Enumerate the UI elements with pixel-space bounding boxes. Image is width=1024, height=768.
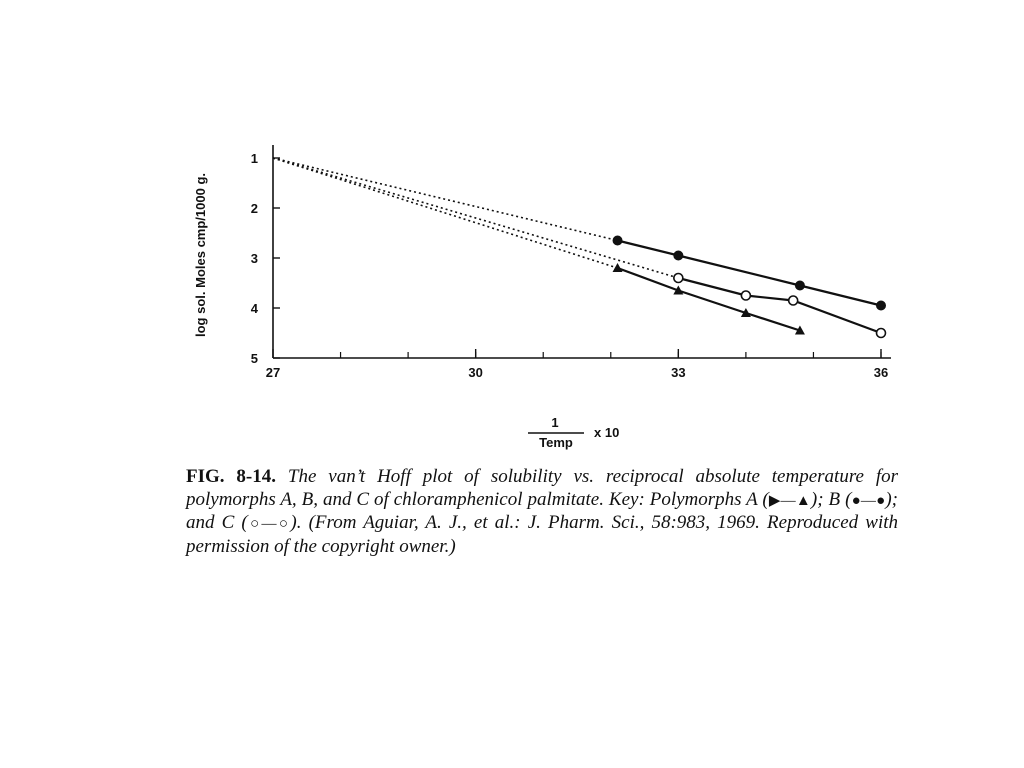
y-tick-label: 1 xyxy=(251,151,258,166)
caption-label: FIG. 8-14. xyxy=(186,466,276,487)
x-axis-label-multiplier: x 10 xyxy=(594,425,619,440)
key-polymorph-b-icon: ●—● xyxy=(851,492,886,509)
data-point-triangle xyxy=(673,285,684,295)
data-point-open-circle xyxy=(673,272,684,284)
key-polymorph-c-icon: ○—○ xyxy=(247,516,291,532)
y-tick-label: 4 xyxy=(251,301,259,316)
caption-text-4: ). (From Aguiar, A. J., et al.: J. Pharm… xyxy=(186,512,898,557)
series-lines xyxy=(272,157,882,335)
series-line xyxy=(617,239,882,307)
x-tick-label: 36 xyxy=(874,365,888,380)
axes xyxy=(272,145,891,359)
data-point-triangle xyxy=(612,263,623,272)
x-axis-label-denominator: Temp xyxy=(539,435,573,450)
x-axis-label-numerator: 1 xyxy=(551,415,558,430)
y-axis-label: log sol. Moles cmp/1000 g. xyxy=(193,173,208,337)
extrapolation-line xyxy=(272,157,618,269)
key-polymorph-a-icon: ▶—▲ xyxy=(768,492,811,509)
data-point-open-circle xyxy=(875,327,887,339)
caption-text-2: ); B ( xyxy=(810,488,852,510)
series-line xyxy=(617,266,801,332)
caption-text-3: ); and C ( xyxy=(186,488,898,534)
data-point-filled-circle xyxy=(673,250,684,261)
series-line xyxy=(678,276,882,335)
ticks: 1 2 3 4 5 27 30 33 36 xyxy=(251,151,888,380)
x-axis-label: 1 Temp x 10 xyxy=(528,415,619,450)
y-tick-label: 3 xyxy=(251,251,258,266)
extrapolation-line xyxy=(272,157,618,242)
figure-caption: FIG. 8-14. The van’t Hoff plot of solubi… xyxy=(186,466,898,558)
x-tick-label: 33 xyxy=(671,365,685,380)
x-tick-label: 27 xyxy=(266,365,280,380)
series-markers xyxy=(612,235,887,339)
y-tick-label: 5 xyxy=(251,351,258,366)
data-point-filled-circle xyxy=(612,235,623,246)
caption-text-1: The van’t Hoff plot of solubility vs. re… xyxy=(186,466,898,510)
data-point-filled-circle xyxy=(794,280,805,291)
data-point-triangle xyxy=(740,308,751,317)
x-tick-label: 30 xyxy=(468,365,482,380)
extrapolation-line xyxy=(272,157,679,279)
data-point-open-circle xyxy=(740,290,752,301)
data-point-triangle xyxy=(794,325,805,335)
data-point-filled-circle xyxy=(876,300,886,311)
y-tick-label: 2 xyxy=(251,201,258,216)
data-point-open-circle xyxy=(787,295,799,306)
